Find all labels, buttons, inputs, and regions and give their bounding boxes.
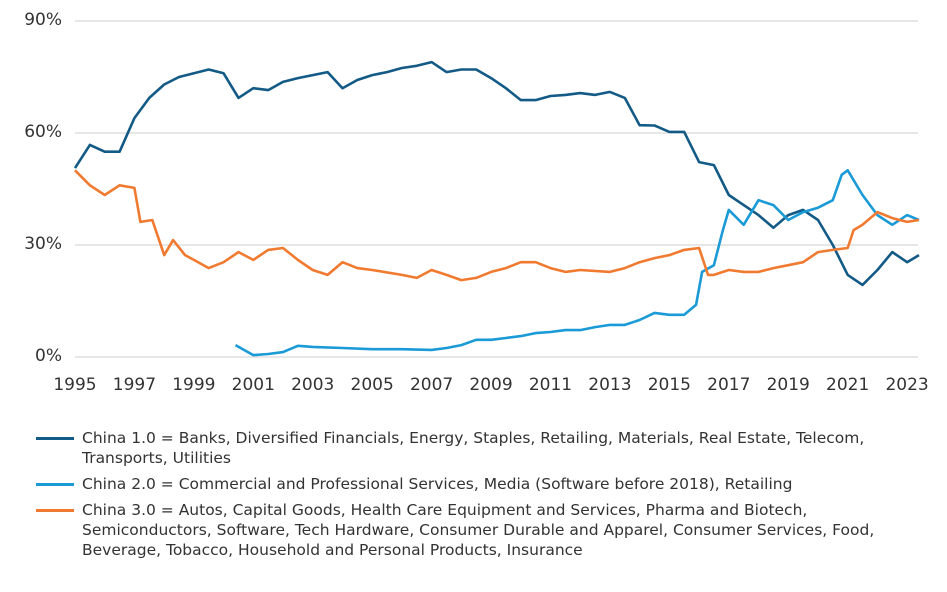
y-tick-label: 30% [24, 234, 62, 254]
series-line [234, 169, 920, 357]
x-tick-label: 2001 [232, 375, 275, 395]
legend-swatch [36, 509, 74, 512]
x-tick-label: 2007 [410, 375, 453, 395]
legend-label: China 1.0 = Banks, Diversified Financial… [82, 429, 865, 467]
legend-swatch [36, 437, 74, 440]
legend: China 1.0 = Banks, Diversified Financial… [36, 428, 926, 566]
legend-label: China 2.0 = Commercial and Professional … [82, 475, 793, 493]
legend-item: China 1.0 = Banks, Diversified Financial… [36, 428, 926, 468]
x-tick-label: 2017 [707, 375, 750, 395]
legend-swatch [36, 483, 74, 486]
x-tick-label: 2015 [648, 375, 691, 395]
y-tick-label: 0% [35, 346, 62, 366]
legend-item: China 2.0 = Commercial and Professional … [36, 474, 926, 494]
series-line [73, 60, 920, 287]
x-tick-label: 2005 [351, 375, 394, 395]
legend-label: China 3.0 = Autos, Capital Goods, Health… [82, 501, 875, 559]
x-tick-label: 2023 [885, 375, 928, 395]
chart: 0% 30% 60% 90% 1995 1997 1999 2001 2003 2005 2007 2… [24, 10, 929, 395]
x-tick-label: 2009 [469, 375, 512, 395]
x-tick-label: 2013 [588, 375, 631, 395]
y-tick-label: 90% [24, 10, 62, 30]
x-tick-label: 1997 [113, 375, 156, 395]
x-tick-label: 2021 [826, 375, 869, 395]
x-tick-label: 2011 [529, 375, 572, 395]
series-line [74, 169, 920, 282]
legend-item: China 3.0 = Autos, Capital Goods, Health… [36, 500, 926, 560]
x-tick-label: 2003 [291, 375, 334, 395]
x-tick-label: 1999 [172, 375, 215, 395]
y-tick-label: 60% [24, 122, 62, 142]
x-tick-label: 2019 [767, 375, 810, 395]
x-tick-label: 1995 [53, 375, 96, 395]
